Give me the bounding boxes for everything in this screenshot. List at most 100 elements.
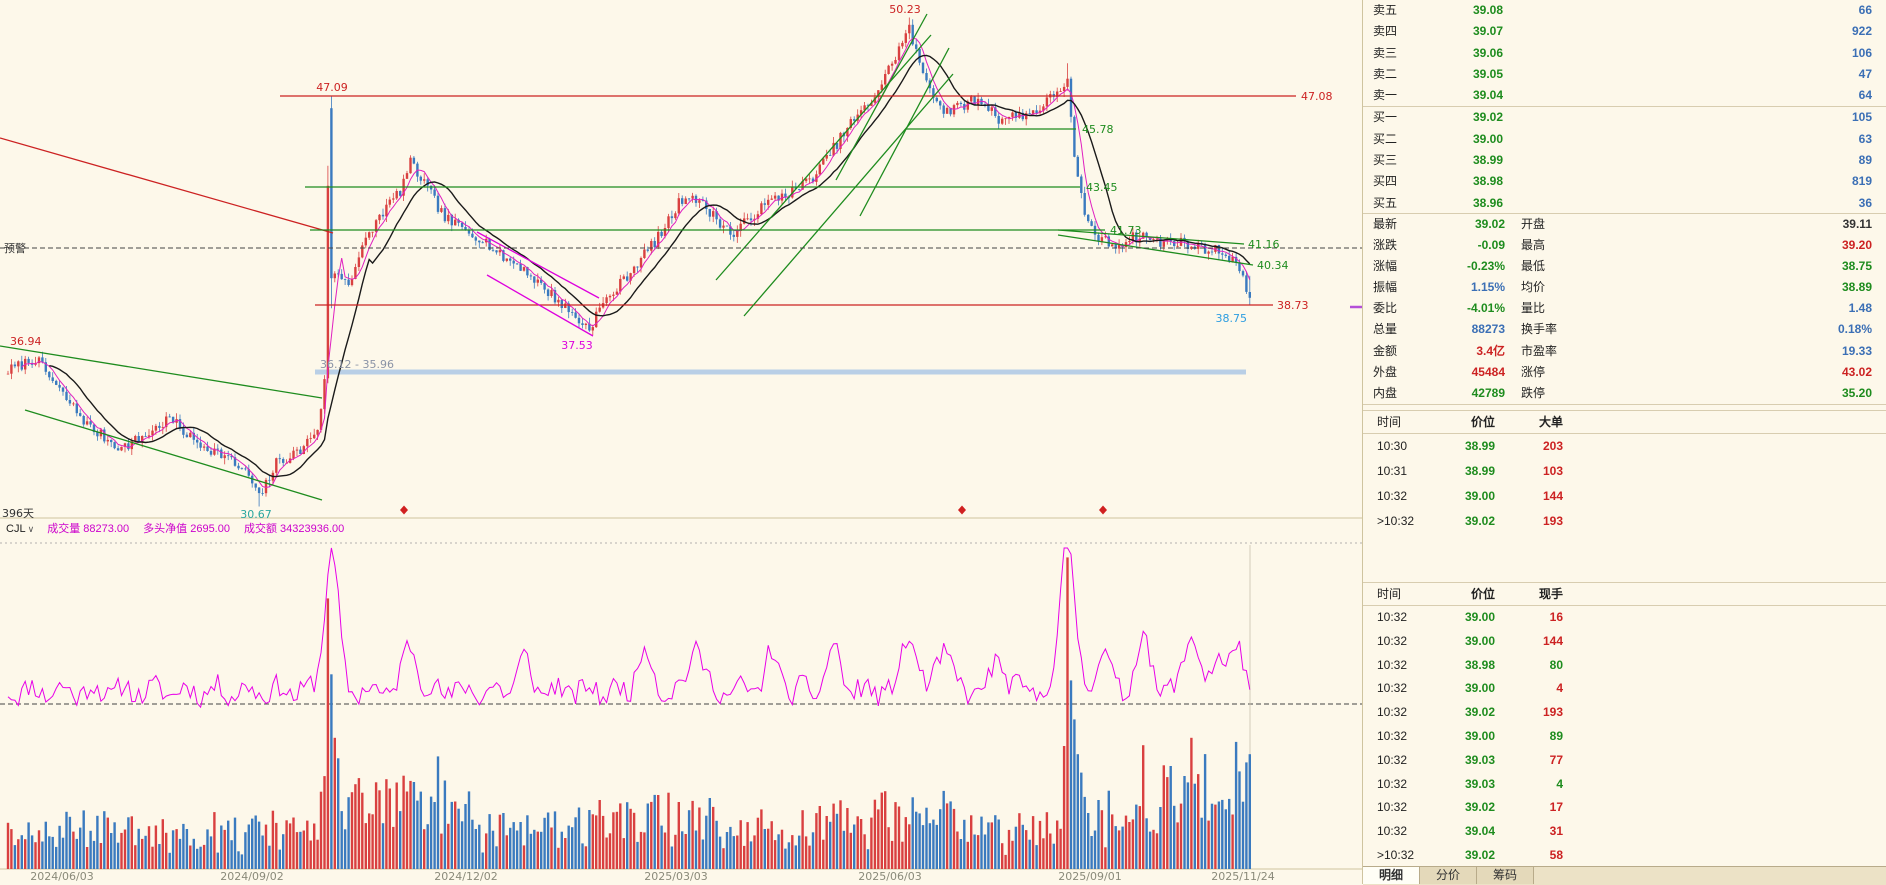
stat-label: 涨停 [1521, 364, 1546, 379]
cell-value: 203 [1542, 439, 1563, 453]
cell-time: 10:32 [1377, 681, 1408, 696]
bid-volume: 819 [1851, 174, 1872, 189]
stats-row: 总量 88273 换手率 0.18% [1363, 319, 1886, 340]
bid-label: 买二 [1373, 131, 1398, 146]
stat-label: 涨跌 [1373, 238, 1398, 253]
stat-value: 0.18% [1837, 322, 1872, 337]
indicator-name: CJL [6, 523, 26, 535]
cell-time: 10:32 [1377, 610, 1408, 624]
bid-row-1[interactable]: 买一 39.02 105 [1363, 107, 1886, 128]
tab-detail[interactable]: 明细 [1363, 867, 1420, 884]
stats-row: 最新 39.02 开盘 39.11 [1363, 214, 1886, 235]
cell-value: 144 [1542, 489, 1563, 503]
ask-price: 39.07 [1472, 24, 1503, 39]
bid-row-4[interactable]: 买四 38.98 819 [1363, 171, 1886, 192]
cell-value: 144 [1542, 633, 1563, 648]
stat-label: 均价 [1521, 280, 1546, 295]
bid-volume: 105 [1851, 110, 1872, 125]
stat-value: 45484 [1471, 364, 1505, 379]
indicator-field-2: 成交额 34323936.00 [243, 523, 345, 535]
tick-row: >10:32 39.02 58 [1363, 844, 1886, 868]
svg-text:2025/06/03: 2025/06/03 [858, 870, 921, 883]
tick-row: 10:32 39.03 4 [1363, 773, 1886, 797]
table-header: 时间 价位 现手 [1363, 582, 1886, 606]
svg-text:40.34: 40.34 [1257, 259, 1289, 272]
ask-row-4[interactable]: 卖四 39.07 922 [1363, 21, 1886, 42]
cell-value: 193 [1542, 514, 1563, 528]
big-orders-table: 时间 价位 大单 10:30 38.99 203 10:31 38.99 103 10:32 39.… [1363, 410, 1886, 534]
tab-chips[interactable]: 筹码 [1477, 867, 1534, 884]
col-header-time: 时间 [1377, 415, 1402, 429]
svg-text:2025/09/01: 2025/09/01 [1058, 870, 1121, 883]
bid-row-5[interactable]: 买五 38.96 36 [1363, 193, 1886, 214]
tick-row: 10:32 39.00 4 [1363, 677, 1886, 701]
cell-price: 39.02 [1464, 705, 1495, 720]
indicator-selector[interactable]: CJL ∨ [6, 523, 34, 535]
stat-value: -0.23% [1466, 259, 1505, 274]
cell-value: 89 [1549, 728, 1563, 743]
stats-row: 金额 3.4亿 市盈率 19.33 [1363, 341, 1886, 362]
stat-label: 跌停 [1521, 385, 1546, 400]
stat-value: 38.89 [1841, 280, 1872, 295]
ask-price: 39.05 [1472, 66, 1503, 81]
ask-price: 39.04 [1472, 88, 1503, 103]
stat-label: 最高 [1521, 238, 1546, 253]
quote-stats: 最新 39.02 开盘 39.11 涨跌 -0.09 最高 39.20 涨幅 -0.23% 最低 38… [1363, 214, 1886, 405]
kline-chart-area[interactable]: 47.09 50.23 47.08 45.78 43.45 41.73 41.16 40.34… [0, 0, 1362, 884]
stats-row: 涨跌 -0.09 最高 39.20 [1363, 235, 1886, 256]
ask-volume: 66 [1858, 3, 1872, 17]
svg-text:38.73: 38.73 [1277, 299, 1309, 312]
cell-value: 80 [1549, 657, 1563, 672]
tick-row: 10:32 39.00 16 [1363, 606, 1886, 630]
col-header-value: 现手 [1538, 587, 1563, 601]
ask-price: 39.08 [1472, 3, 1503, 17]
ask-row-1[interactable]: 卖一 39.04 64 [1363, 85, 1886, 106]
bid-row-2[interactable]: 买二 39.00 63 [1363, 129, 1886, 150]
big-order-row: 10:32 39.00 144 [1363, 484, 1886, 509]
stat-label: 外盘 [1373, 364, 1398, 379]
cell-price: 39.03 [1464, 752, 1495, 767]
bid-price: 38.96 [1472, 195, 1503, 210]
tab-price-dist[interactable]: 分价 [1420, 867, 1477, 884]
cell-value: 77 [1549, 752, 1563, 767]
cell-price: 39.00 [1464, 489, 1495, 503]
cell-time: 10:32 [1377, 633, 1408, 648]
cell-time: 10:32 [1377, 728, 1408, 743]
cell-value: 4 [1556, 776, 1563, 791]
bid-label: 买三 [1373, 153, 1398, 168]
indicator-header: CJL ∨ 成交量 88273.00 多头净值 2695.00 成交额 3432393… [6, 521, 358, 537]
ask-row-5[interactable]: 卖五 39.08 66 [1363, 0, 1886, 21]
cell-time: 10:32 [1377, 824, 1408, 839]
bid-row-3[interactable]: 买三 38.99 89 [1363, 150, 1886, 171]
cell-value: 58 [1549, 847, 1563, 862]
cell-price: 38.99 [1464, 464, 1495, 478]
stat-value: 3.4亿 [1476, 343, 1505, 358]
tick-row: 10:32 39.03 77 [1363, 749, 1886, 773]
ask-label: 卖四 [1373, 24, 1398, 39]
col-header-time: 时间 [1377, 587, 1402, 601]
stat-label: 最低 [1521, 259, 1546, 274]
stat-value: 38.75 [1841, 259, 1872, 274]
cell-price: 38.98 [1464, 657, 1495, 672]
bid-volume: 89 [1858, 153, 1872, 168]
ask-row-3[interactable]: 卖三 39.06 106 [1363, 43, 1886, 64]
svg-text:47.08: 47.08 [1301, 90, 1333, 103]
ask-label: 卖三 [1373, 45, 1398, 60]
cell-time: >10:32 [1377, 514, 1415, 528]
indicator-values: 成交量 88273.00 多头净值 2695.00 成交额 34323936.00 [47, 523, 358, 535]
stat-label: 涨幅 [1373, 259, 1398, 274]
ask-volume: 922 [1851, 24, 1872, 39]
cell-price: 39.00 [1464, 610, 1495, 624]
stat-label: 开盘 [1521, 217, 1546, 231]
stat-value: 39.02 [1474, 217, 1505, 231]
ask-row-2[interactable]: 卖二 39.05 47 [1363, 64, 1886, 85]
bid-price: 39.00 [1472, 131, 1503, 146]
cell-value: 16 [1549, 610, 1563, 624]
chevron-down-icon: ∨ [27, 524, 35, 534]
price-chart-svg[interactable]: 47.09 50.23 47.08 45.78 43.45 41.73 41.16 40.34… [0, 0, 1362, 884]
svg-text:2025/11/24: 2025/11/24 [1211, 870, 1274, 883]
svg-text:2025/03/03: 2025/03/03 [644, 870, 707, 883]
svg-text:38.75: 38.75 [1216, 312, 1248, 325]
cell-value: 193 [1542, 705, 1563, 720]
